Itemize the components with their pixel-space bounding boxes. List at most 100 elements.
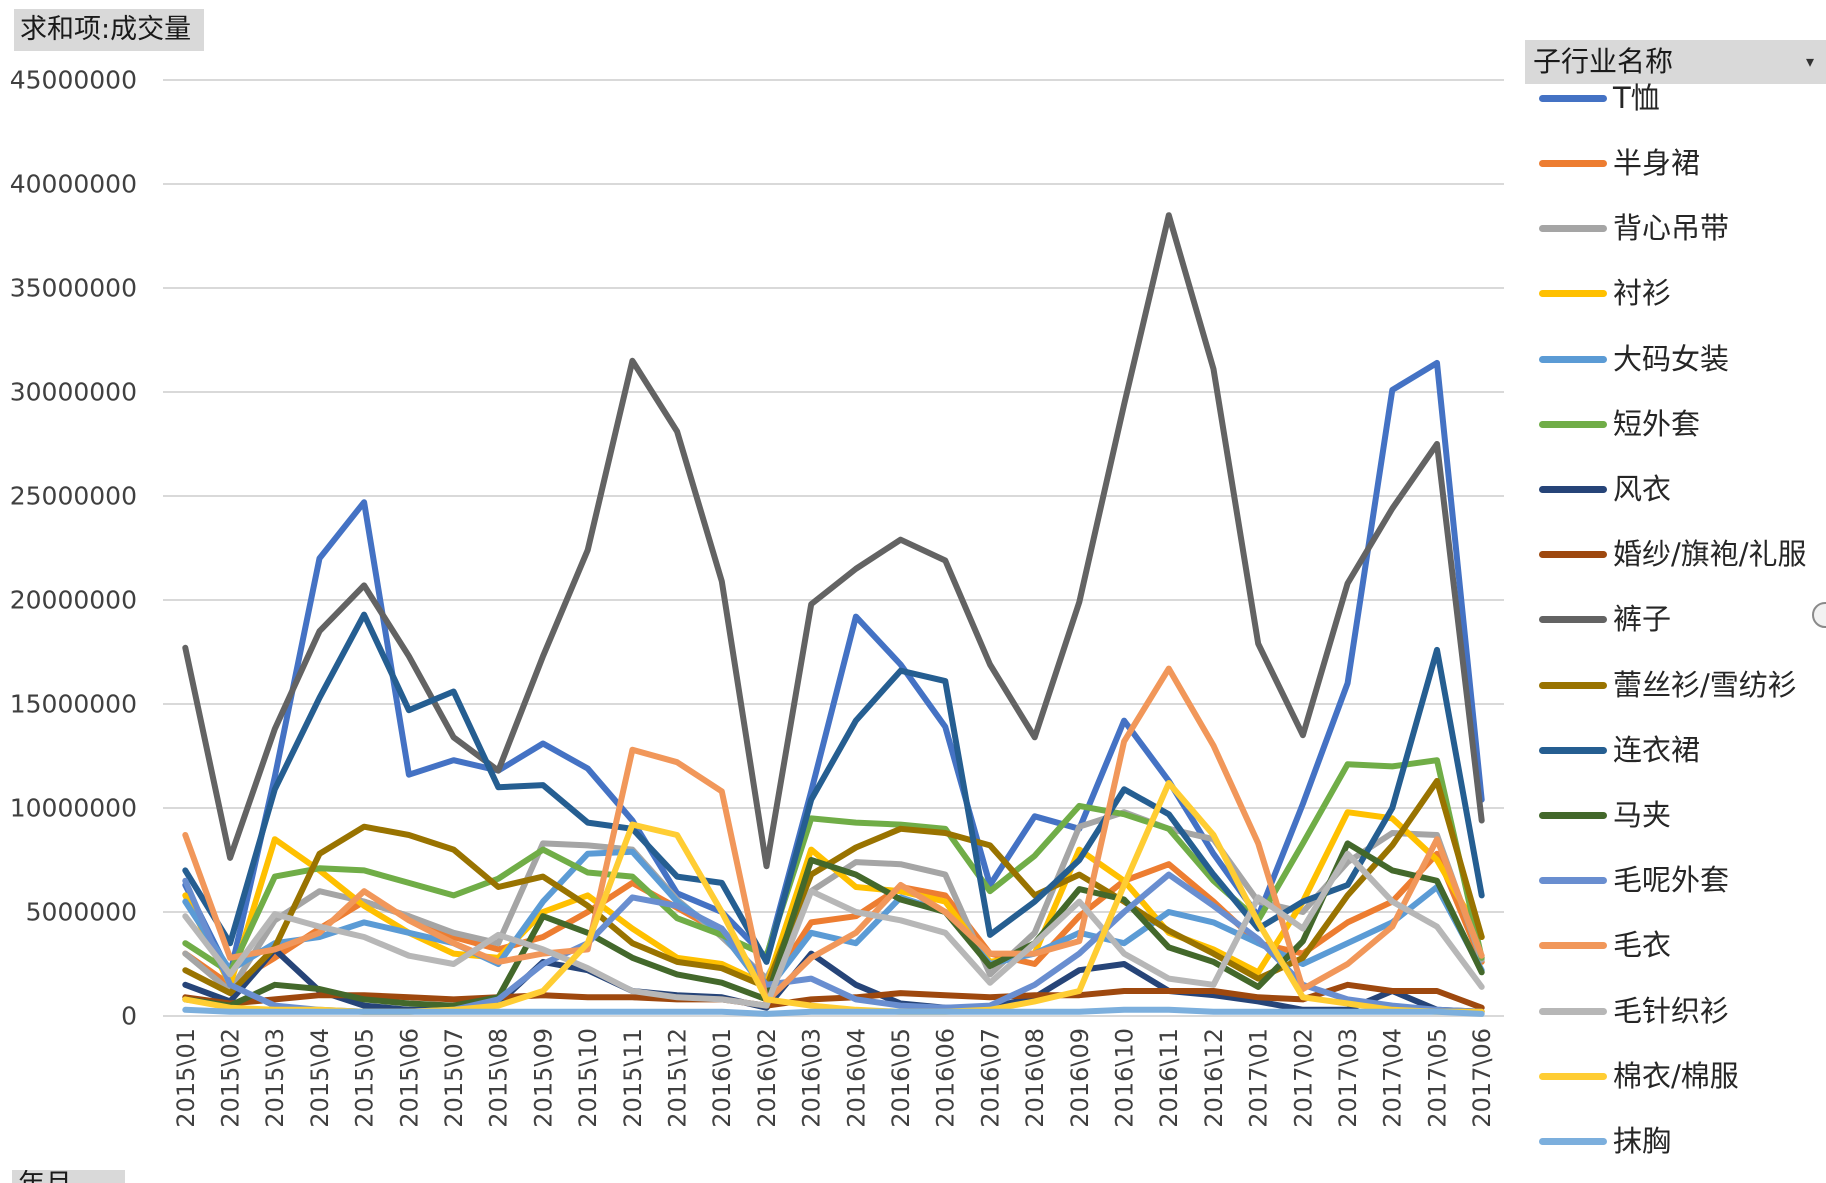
legend-entry[interactable]: 裤子 — [1539, 599, 1824, 639]
chart-scroll-handle[interactable] — [1810, 601, 1826, 629]
legend-line-swatch — [1539, 486, 1607, 493]
legend-entry[interactable]: 毛针织衫 — [1539, 991, 1824, 1031]
legend-entry[interactable]: 大码女装 — [1539, 339, 1824, 379]
legend-line-swatch — [1539, 812, 1607, 819]
line-chart[interactable]: 0 5000000 10000000 15000000 20000000 25000000… — [0, 0, 1520, 1183]
x-tick-label: 2016\01 — [708, 1028, 736, 1128]
legend-field-button[interactable]: 子行业名称 ▾ — [1525, 40, 1826, 84]
x-tick-label: 2016\10 — [1110, 1028, 1138, 1128]
x-tick-label: 2017\02 — [1289, 1028, 1317, 1128]
x-tick-label: 2016\12 — [1200, 1028, 1228, 1128]
legend-line-swatch — [1539, 942, 1607, 950]
y-tick-label: 0 — [121, 1002, 137, 1031]
legend-label: 毛呢外套 — [1613, 863, 1730, 898]
value-field-button[interactable]: 求和项:成交量 — [14, 9, 204, 51]
y-tick-label: 10000000 — [10, 794, 137, 823]
legend-label: 背心吊带 — [1613, 211, 1730, 246]
legend-line-swatch — [1539, 94, 1607, 102]
legend-label: 衬衫 — [1613, 276, 1672, 311]
x-tick-label: 2016\04 — [842, 1028, 870, 1128]
legend-label: 抹胸 — [1613, 1124, 1672, 1158]
legend-line-swatch — [1539, 551, 1607, 559]
series-line-7[interactable] — [182, 981, 1485, 1011]
legend-line-swatch — [1539, 160, 1607, 167]
x-tick-label: 2015\08 — [485, 1028, 513, 1128]
legend-entry[interactable]: T恤 — [1539, 78, 1824, 118]
series-line-15[interactable] — [182, 780, 1485, 1015]
x-tick-label: 2016\06 — [932, 1028, 960, 1128]
legend-label: 马夹 — [1613, 798, 1672, 832]
legend-entry[interactable]: 短外套 — [1539, 404, 1824, 444]
x-tick-label: 2015\06 — [395, 1028, 423, 1128]
legend-entry[interactable]: 背心吊带 — [1539, 208, 1824, 248]
legend-label: 半身裙 — [1613, 146, 1701, 180]
y-tick-label: 30000000 — [10, 378, 137, 407]
chevron-down-icon[interactable]: ▾ — [1805, 52, 1814, 71]
series-line-0[interactable] — [182, 359, 1485, 978]
legend-label: 毛衣 — [1613, 928, 1672, 963]
legend-entry[interactable]: 马夹 — [1539, 795, 1824, 835]
y-tick-label: 20000000 — [10, 586, 137, 615]
series-line-11[interactable] — [182, 840, 1485, 1009]
legend-label: 婚纱/旗袍/礼服 — [1613, 537, 1807, 572]
legend-label: 风衣 — [1613, 472, 1672, 506]
legend-entry[interactable]: 抹胸 — [1539, 1121, 1824, 1161]
circle-handle-icon[interactable] — [1812, 602, 1826, 628]
legend-line-swatch — [1539, 746, 1607, 754]
y-axis-labels: 0 5000000 10000000 15000000 20000000 25000000… — [10, 66, 137, 1031]
legend-entry[interactable]: 风衣 — [1539, 469, 1824, 509]
series-line-14[interactable] — [182, 850, 1485, 1009]
x-tick-label: 2016\11 — [1155, 1028, 1183, 1128]
series-line-13[interactable] — [182, 665, 1485, 1005]
x-tick-label: 2015\04 — [306, 1028, 334, 1128]
legend-label: 毛针织衫 — [1613, 993, 1730, 1028]
x-tick-label: 2016\05 — [887, 1028, 915, 1128]
legend-line-swatch — [1539, 225, 1607, 233]
legend-entry[interactable]: 毛呢外套 — [1539, 860, 1824, 900]
legend-line-swatch — [1539, 420, 1607, 428]
legend-label: 大码女装 — [1613, 341, 1730, 376]
x-tick-label: 2016\03 — [798, 1028, 826, 1128]
x-tick-label: 2016\09 — [1066, 1028, 1094, 1128]
x-tick-label: 2017\03 — [1334, 1028, 1362, 1128]
series-line-10[interactable] — [182, 611, 1485, 965]
x-tick-label: 2015\01 — [172, 1028, 200, 1128]
legend-line-swatch — [1539, 681, 1607, 689]
legend-line-swatch — [1539, 1007, 1607, 1015]
y-tick-label: 45000000 — [10, 66, 137, 95]
legend-label: 裤子 — [1613, 602, 1672, 637]
legend-entry[interactable]: 婚纱/旗袍/礼服 — [1539, 534, 1824, 574]
x-tick-label: 2015\11 — [619, 1028, 647, 1128]
legend-label: T恤 — [1613, 80, 1660, 115]
x-tick-label: 2017\04 — [1379, 1028, 1407, 1128]
legend-entry[interactable]: 棉衣/棉服 — [1539, 1056, 1824, 1096]
legend-entry[interactable]: 毛衣 — [1539, 925, 1824, 965]
x-tick-label: 2017\06 — [1468, 1028, 1496, 1128]
x-tick-label: 2015\07 — [440, 1028, 468, 1128]
legend-entry[interactable]: 半身裙 — [1539, 143, 1824, 183]
y-tick-label: 15000000 — [10, 690, 137, 719]
legend-label: 连衣裙 — [1613, 732, 1701, 767]
legend-line-swatch — [1539, 1072, 1607, 1080]
legend: T恤半身裙背心吊带衬衫大码女装短外套风衣婚纱/旗袍/礼服 裤子蕾丝衫/雪纺衫 连衣裙… — [1539, 0, 1826, 1183]
series-line-5[interactable] — [182, 757, 1485, 976]
legend-line-swatch — [1539, 877, 1607, 885]
x-tick-label: 2016\08 — [1021, 1028, 1049, 1128]
y-tick-label: 25000000 — [10, 482, 137, 511]
x-tick-label: 2015\09 — [529, 1028, 557, 1128]
legend-entry[interactable]: 衬衫 — [1539, 273, 1824, 313]
axis-field-button[interactable]: 年月 — [12, 1170, 125, 1183]
y-tick-label: 5000000 — [26, 898, 137, 927]
x-tick-label: 2017\01 — [1245, 1028, 1273, 1128]
legend-line-swatch — [1539, 355, 1607, 363]
legend-entry[interactable]: 连衣裙 — [1539, 730, 1824, 770]
legend-label: 棉衣/棉服 — [1613, 1058, 1739, 1093]
y-tick-label: 35000000 — [10, 274, 137, 303]
x-tick-label: 2015\05 — [351, 1028, 379, 1128]
series-line-16[interactable] — [182, 1006, 1485, 1017]
series-lines[interactable] — [182, 212, 1485, 1017]
legend-entry[interactable]: 蕾丝衫/雪纺衫 — [1539, 665, 1824, 705]
x-axis-labels: 2015\01 2015\02 2015\03 2015\04 2015\05 2015\… — [172, 1028, 1496, 1128]
legend-label: 蕾丝衫/雪纺衫 — [1613, 667, 1797, 702]
series-line-8[interactable] — [182, 212, 1485, 870]
